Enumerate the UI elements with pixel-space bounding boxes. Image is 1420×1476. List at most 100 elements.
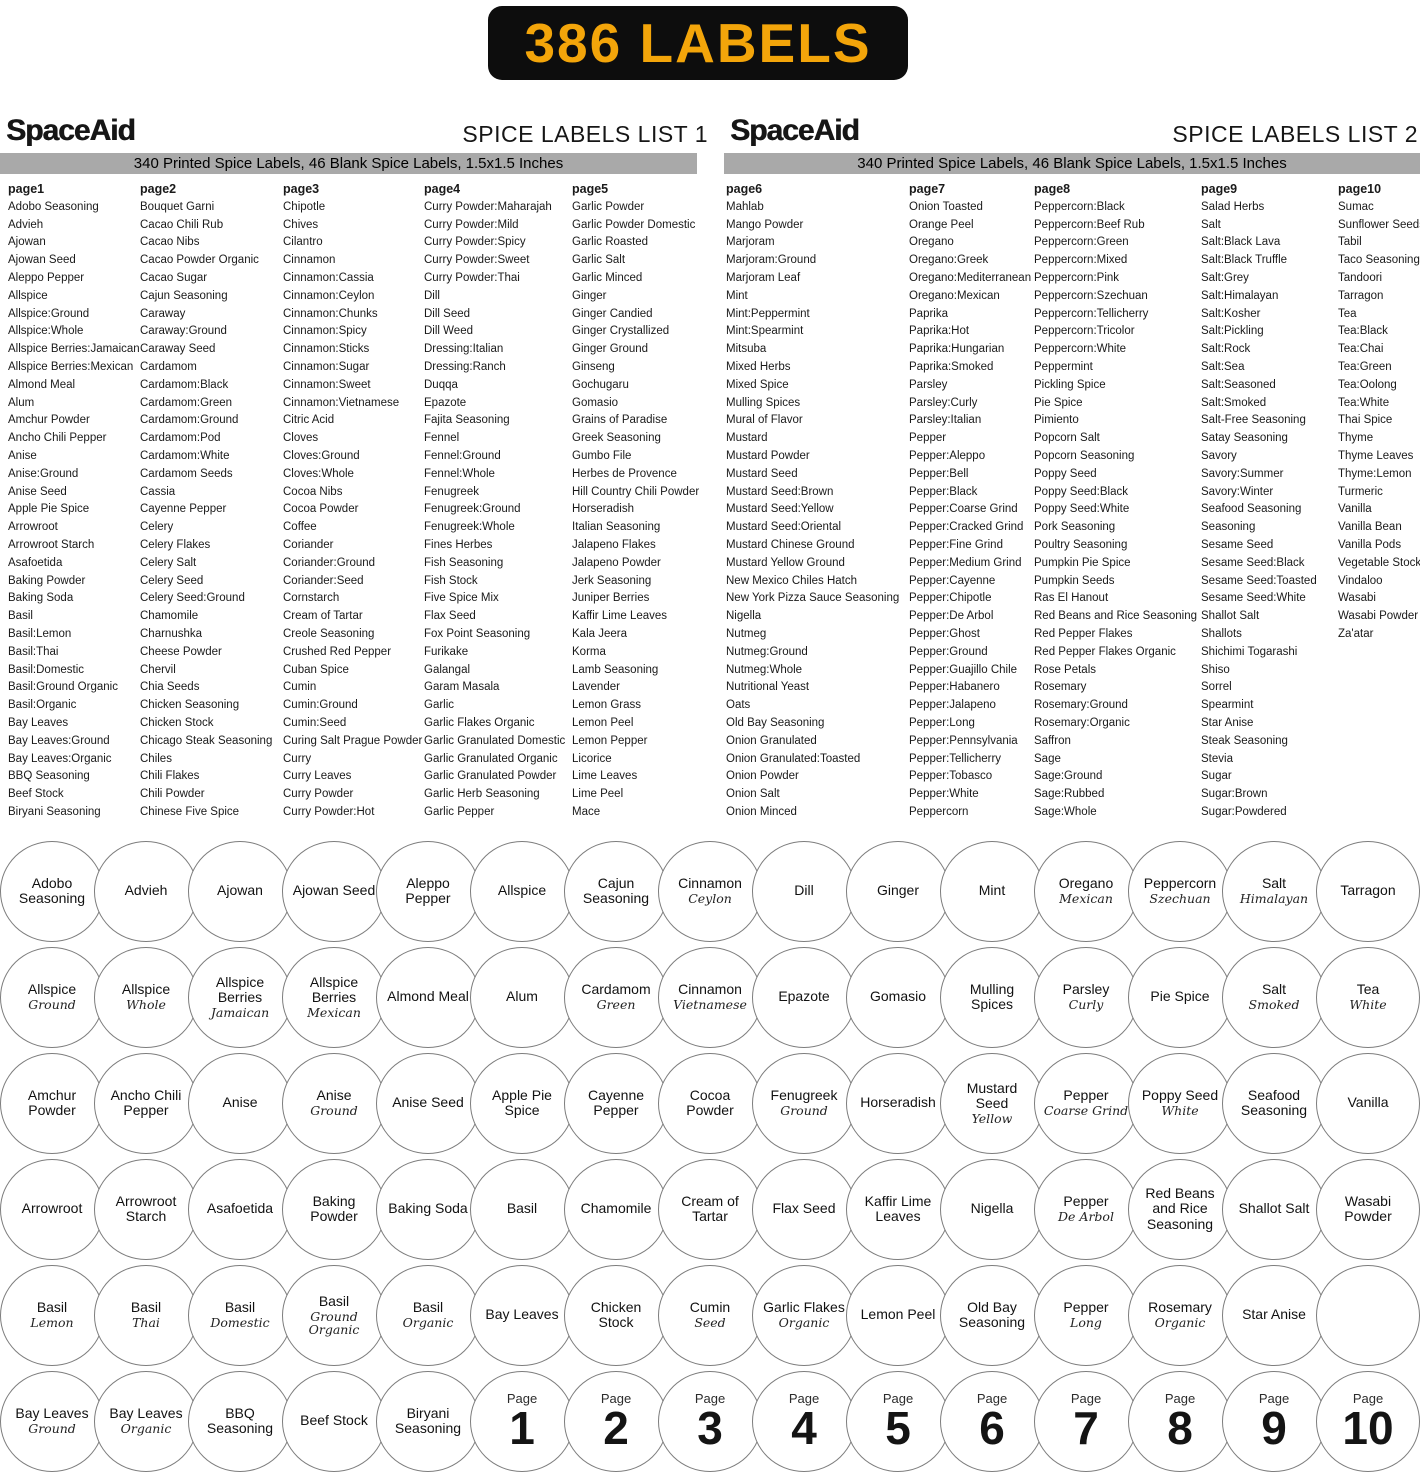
page-word: Page — [1352, 1391, 1384, 1407]
spice-list-item: Pepper:Medium Grind — [909, 556, 1022, 569]
spice-label-circle: Cajun Seasoning — [564, 840, 668, 942]
spice-list-item: Cinnamon — [283, 254, 336, 267]
spice-list-item: Salt — [1201, 218, 1221, 231]
page-column-header: page3 — [283, 182, 320, 196]
spice-list-item: Garlic Granulated Domestic — [424, 734, 566, 747]
spice-list-item: Shallot Salt — [1201, 610, 1260, 623]
labels-count-banner: 386 LABELS — [488, 6, 908, 80]
spice-label-circle: Horseradish — [846, 1052, 950, 1154]
label-variant-text: Seed — [694, 1315, 726, 1331]
page-number: 10 — [1342, 1402, 1394, 1455]
spice-list-item: Peppercorn:Szechuan — [1034, 289, 1148, 302]
spice-list-item: Rosemary — [1034, 681, 1087, 694]
spice-list-item: Tarragon — [1338, 289, 1384, 302]
spice-list-item: Nigella — [726, 610, 762, 623]
spice-list-item: Jerk Seasoning — [572, 574, 652, 587]
spice-list-item: Charnushka — [140, 627, 203, 640]
label-variant-text: De Arbol — [1058, 1209, 1114, 1225]
spice-list-item: Jalapeno Flakes — [572, 538, 656, 551]
label-main-text: Mint — [978, 882, 1006, 899]
label-circle-row: Amchur Powder Ancho Chili Pepper Anise Anis… — [0, 1050, 1420, 1156]
spice-list-item: Cornstarch — [283, 592, 340, 605]
spice-list-item: Salt:Black Truffle — [1201, 254, 1288, 267]
spice-list-item: Basil:Ground Organic — [8, 681, 118, 694]
spice-list-item: Cardamom:Green — [140, 396, 233, 409]
spice-list-item: Garlic Herb Seasoning — [424, 788, 540, 801]
spice-list-item: Savory:Winter — [1201, 485, 1274, 498]
label-main-text: Horseradish — [860, 1094, 936, 1111]
spice-list-item: Curry Powder:Mild — [424, 218, 519, 231]
label-variant-text: Curly — [1068, 997, 1104, 1013]
spice-label-circle: Cocoa Powder — [658, 1052, 762, 1154]
label-main-text: Allspice — [121, 981, 171, 998]
spice-page-column-page3: page3 Chipotle Chives Cilantro Cinnamon Cinna… — [283, 181, 424, 822]
label-main-text: Basil — [130, 1299, 162, 1316]
label-main-text: Anise — [222, 1094, 258, 1111]
spice-list-item: Nutmeg:Ground — [726, 645, 808, 658]
spice-label-circle: Vanilla — [1316, 1052, 1420, 1154]
spice-list-item: Salt:Smoked — [1201, 396, 1267, 409]
spice-label-circle: Baking Powder — [282, 1158, 386, 1260]
spice-label-circle: Pie Spice — [1128, 946, 1232, 1048]
spice-list-item: Salt-Free Seasoning — [1201, 414, 1306, 427]
spice-list-item: Cloves:Ground — [283, 449, 360, 462]
spice-list-item: Coriander — [283, 538, 334, 551]
label-variant-text: White — [1349, 997, 1387, 1013]
spice-label-circle: Allspice Berries Mexican — [282, 946, 386, 1048]
spice-list-item: Dill Seed — [424, 307, 471, 320]
list-2-subtitle-bar: 340 Printed Spice Labels, 46 Blank Spice… — [724, 153, 1420, 174]
spice-list-item: Curry Powder:Hot — [283, 805, 375, 818]
spice-list-item: Fenugreek:Whole — [424, 521, 515, 534]
spice-list-item: Parsley:Curly — [909, 396, 978, 409]
spice-label-circle: Chicken Stock — [564, 1264, 668, 1366]
list-2-title: SPICE LABELS LIST 2 — [1172, 121, 1418, 147]
spice-list-item: Mint — [726, 289, 748, 302]
label-main-text: Mustard Seed — [966, 1079, 1018, 1111]
spice-list-item: Cardamom:Ground — [140, 414, 239, 427]
spice-list-item: Coriander:Ground — [283, 556, 376, 569]
label-main-text: Baking Soda — [388, 1200, 468, 1217]
label-variant-text: Long — [1070, 1315, 1102, 1331]
spice-label-circle: Salt Smoked — [1222, 946, 1326, 1048]
spice-list-item: Seasoning — [1201, 521, 1256, 534]
spice-list-item: Bay Leaves:Organic — [8, 752, 112, 765]
spice-list-item: Cardamom — [140, 360, 197, 373]
label-main-text: Parsley — [1062, 981, 1110, 998]
spice-list-item: Sage:Whole — [1034, 805, 1097, 818]
label-variant-text: Ceylon — [688, 891, 732, 907]
spice-list-item: Shallots — [1201, 627, 1242, 640]
spice-list-item: Mint:Spearmint — [726, 325, 804, 338]
spice-list-item: Onion Granulated — [726, 734, 817, 747]
spice-list-item: Horseradish — [572, 503, 634, 516]
label-main-text: Adobo Seasoning — [18, 874, 86, 906]
spice-list-item: Cilantro — [283, 236, 323, 249]
spice-list-item: Pepper — [909, 432, 947, 445]
spice-list-item: Lemon Grass — [572, 699, 642, 712]
label-preview-grid: Adobo Seasoning Advieh Ajowan Ajowan Seed Al… — [0, 838, 1420, 1474]
spice-list-item: Arrowroot — [8, 521, 58, 534]
label-main-text: Pepper — [1063, 1193, 1109, 1210]
spice-label-circle: Amchur Powder — [0, 1052, 104, 1154]
spice-list-item: Pimiento — [1034, 414, 1079, 427]
spice-list-item: Mint:Peppermint — [726, 307, 810, 320]
page-word: Page — [600, 1391, 632, 1407]
spice-list-item: Cardamom:Black — [140, 378, 229, 391]
spice-label-circle: Lemon Peel — [846, 1264, 950, 1366]
label-main-text: Ancho Chili Pepper — [110, 1086, 182, 1118]
spice-list-item: Poppy Seed:White — [1034, 503, 1130, 516]
label-main-text: Cayenne Pepper — [587, 1086, 645, 1118]
label-main-text: Ajowan — [217, 882, 263, 899]
label-main-text: Basil — [506, 1200, 538, 1217]
spice-list-item: Chives — [283, 218, 319, 231]
spice-list-item: Duqqa — [424, 378, 458, 391]
spice-list-item: Chia Seeds — [140, 681, 200, 694]
spice-list-item: Amchur Powder — [8, 414, 90, 427]
label-main-text: Star Anise — [1242, 1306, 1306, 1323]
spice-list-item: Fennel — [424, 432, 460, 445]
spice-list-item: Sesame Seed — [1201, 538, 1274, 551]
label-main-text: Allspice — [27, 981, 77, 998]
spice-label-circle: Adobo Seasoning — [0, 840, 104, 942]
spice-list-item: Sugar:Powdered — [1201, 805, 1287, 818]
spice-label-circle: Cream of Tartar — [658, 1158, 762, 1260]
spice-list-item: Chili Powder — [140, 788, 205, 801]
